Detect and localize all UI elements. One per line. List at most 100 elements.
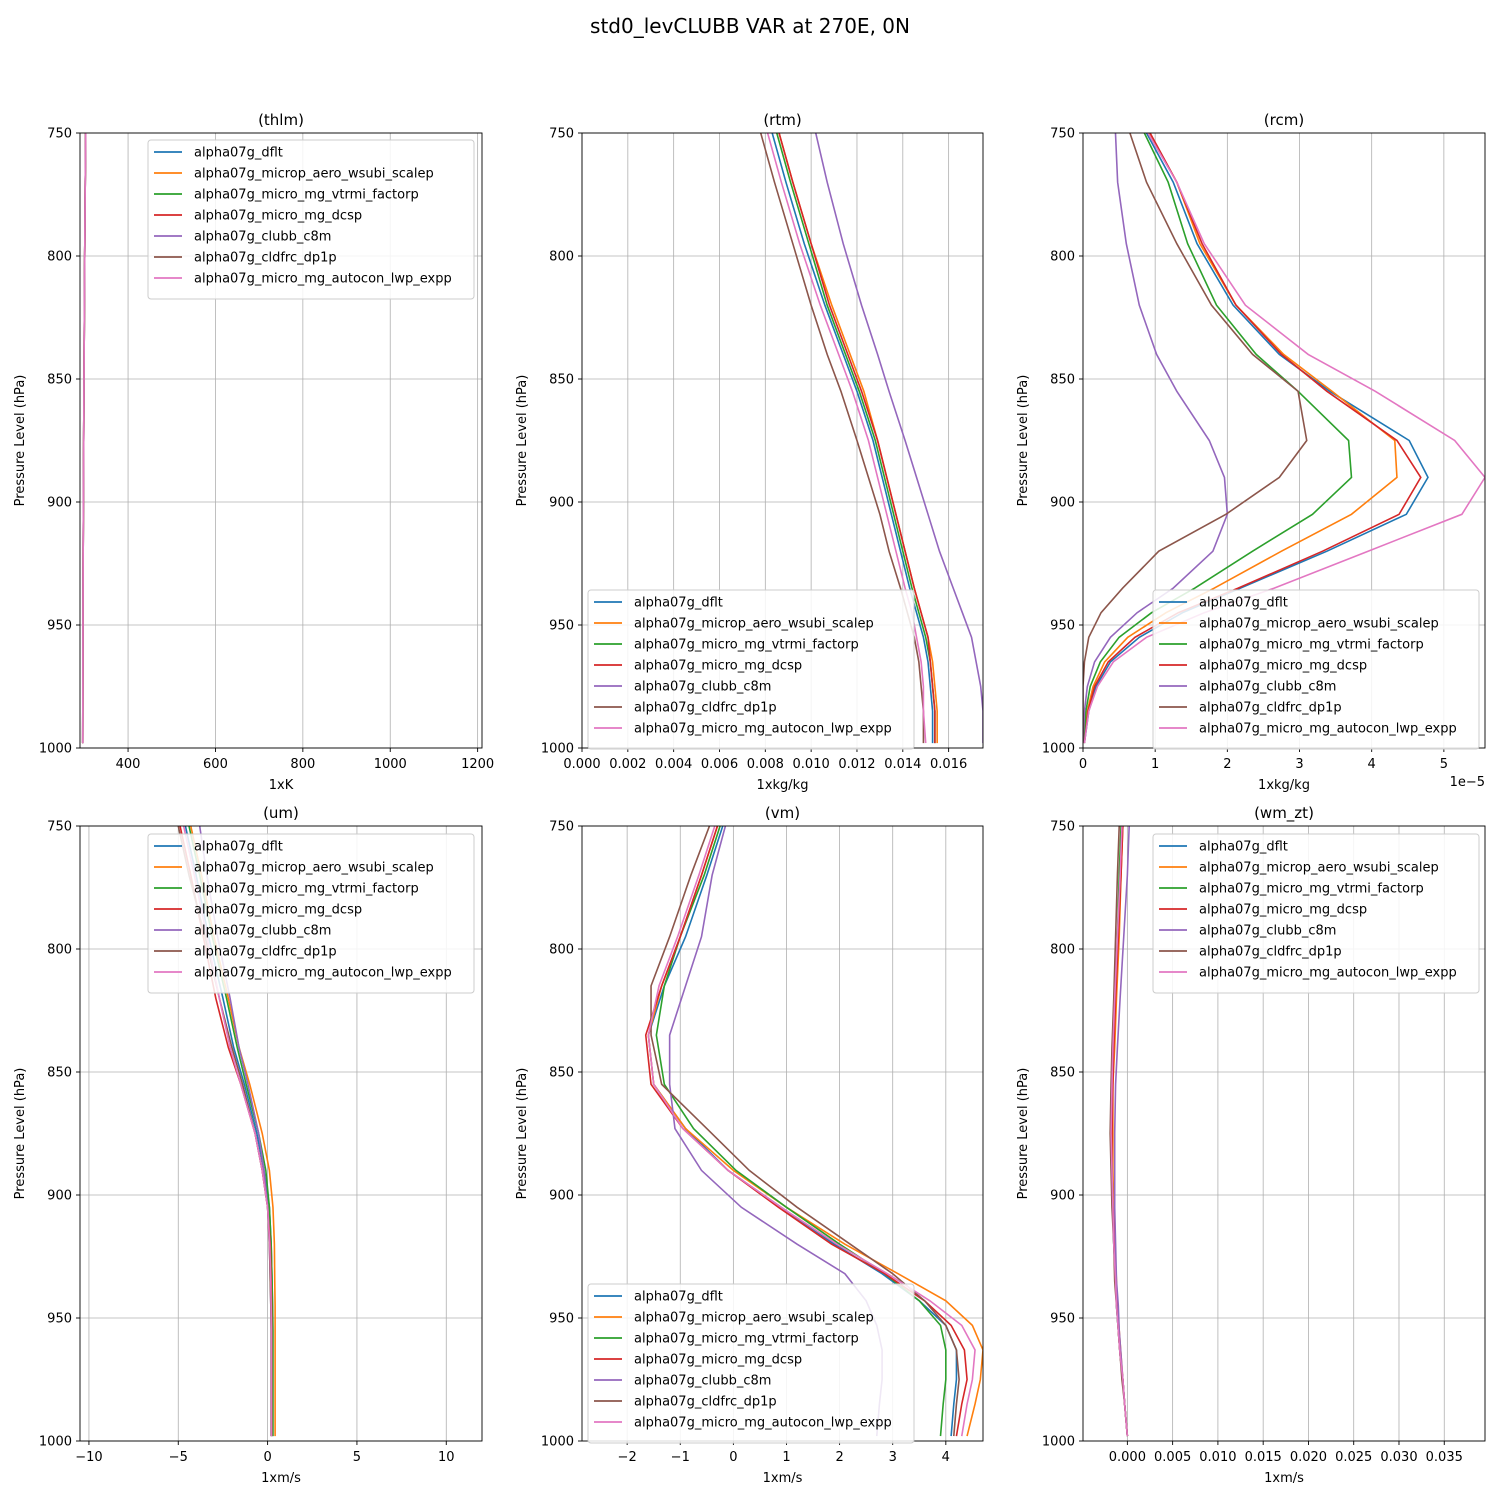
y-tick-label: 850 [1050,373,1075,388]
series-line-alpha07g_clubb_c8m [1083,133,1229,744]
legend-label: alpha07g_micro_mg_vtrmi_factorp [1199,638,1424,653]
legend-label: alpha07g_cldfrc_dp1p [1199,945,1342,960]
panel-title: (um) [263,804,299,822]
legend-label: alpha07g_clubb_c8m [634,680,771,695]
legend-label: alpha07g_micro_mg_vtrmi_factorp [194,882,419,897]
y-axis-label: Pressure Level (hPa) [13,375,28,507]
x-tick-label: 1000 [374,757,407,772]
legend-label: alpha07g_clubb_c8m [194,230,331,245]
panel-2: 0 1 2 3 4 5 750 800 850 900 950 1000 (rcm) 1xkg/kg Pre… [1016,111,1486,793]
legend-label: alpha07g_micro_mg_autocon_lwp_expp [1199,722,1457,737]
y-tick-label: 750 [1050,820,1075,835]
legend-label: alpha07g_clubb_c8m [194,924,331,939]
legend-label: alpha07g_dflt [634,596,723,611]
x-tick-label: 800 [290,757,315,772]
x-axis-label: 1xm/s [763,1471,803,1486]
legend-label: alpha07g_micro_mg_dcsp [634,659,802,674]
y-tick-label: 850 [47,1066,72,1081]
x-axis-label: 1xkg/kg [1258,778,1310,793]
y-tick-label: 800 [47,943,72,958]
x-tick-label: 400 [116,757,141,772]
legend-label: alpha07g_micro_mg_dcsp [1199,903,1367,918]
legend: alpha07g_dflt alpha07g_microp_aero_wsubi_… [587,1283,915,1444]
panel-0: 400 600 800 1000 1200 750 800 850 900 950 1000 (thl… [13,111,494,793]
y-tick-label: 850 [549,1066,574,1081]
x-tick-label: 1 [782,1450,790,1465]
series-line-alpha07g_cldfrc_dp1p [1083,133,1308,744]
x-tick-label: 0.002 [609,757,646,772]
y-tick-label: 900 [47,496,72,511]
legend-label: alpha07g_clubb_c8m [1199,680,1336,695]
panel-title: (thlm) [258,111,304,129]
series-line-alpha07g_cldfrc_dp1p [759,133,925,744]
legend-label: alpha07g_microp_aero_wsubi_scalep [1199,617,1439,632]
panel-1: 0.000 0.002 0.004 0.006 0.008 0.010 0.012 0.014… [515,111,984,793]
x-tick-label: 0.010 [1199,1450,1236,1465]
y-tick-label: 950 [47,1312,72,1327]
series-line-alpha07g_micro_mg_autocon_lwp_expp [1083,133,1485,744]
legend-label: alpha07g_clubb_c8m [1199,924,1336,939]
x-tick-label: −5 [169,1450,188,1465]
y-tick-label: 1000 [541,1435,574,1450]
series-line-alpha07g_clubb_c8m [814,133,983,744]
y-tick-label: 900 [1050,1189,1075,1204]
y-tick-label: 800 [1050,943,1075,958]
x-tick-label: 600 [203,757,228,772]
x-tick-label: 0.012 [838,757,875,772]
legend: alpha07g_dflt alpha07g_microp_aero_wsubi_… [587,589,915,750]
x-tick-label: −10 [75,1450,102,1465]
x-axis-label: 1xK [269,778,294,793]
y-axis-label: Pressure Level (hPa) [515,375,530,507]
legend: alpha07g_dflt alpha07g_microp_aero_wsubi_… [147,139,475,300]
x-tick-label: 0.006 [701,757,738,772]
y-tick-label: 1000 [1042,1435,1075,1450]
legend-label: alpha07g_micro_mg_dcsp [634,1353,802,1368]
y-tick-label: 900 [47,1189,72,1204]
legend-label: alpha07g_microp_aero_wsubi_scalep [634,1311,874,1326]
legend-label: alpha07g_micro_mg_vtrmi_factorp [634,638,859,653]
x-tick-label: 1 [1151,757,1159,772]
x-tick-label: 0 [263,1450,271,1465]
legend-label: alpha07g_microp_aero_wsubi_scalep [1199,861,1439,876]
x-tick-label: 0 [729,1450,737,1465]
legend: alpha07g_dflt alpha07g_microp_aero_wsubi_… [147,833,475,994]
x-tick-label: −2 [618,1450,637,1465]
y-tick-label: 850 [47,373,72,388]
panel-title: (wm_zt) [1254,804,1314,823]
x-tick-label: 0.025 [1335,1450,1372,1465]
y-tick-label: 750 [549,127,574,142]
legend-label: alpha07g_microp_aero_wsubi_scalep [634,617,874,632]
panel-title: (rtm) [763,111,801,129]
series-line-alpha07g_micro_mg_dcsp [778,133,936,744]
y-axis-label: Pressure Level (hPa) [1016,1068,1031,1200]
series-line-alpha07g_micro_mg_autocon_lwp_expp [81,133,87,744]
x-tick-label: 0.005 [1154,1450,1191,1465]
x-tick-label: 2 [835,1450,843,1465]
y-axis-label: Pressure Level (hPa) [1016,375,1031,507]
x-tick-label: −1 [671,1450,690,1465]
series-line-alpha07g_micro_mg_autocon_lwp_expp [766,133,927,744]
x-tick-label: 5 [353,1450,361,1465]
x-tick-label: 4 [942,1450,950,1465]
y-tick-label: 1000 [39,742,72,757]
legend-box [1152,833,1480,994]
y-tick-label: 900 [549,496,574,511]
legend-label: alpha07g_micro_mg_autocon_lwp_expp [194,272,452,287]
legend: alpha07g_dflt alpha07g_microp_aero_wsubi_… [1152,833,1480,994]
legend-label: alpha07g_clubb_c8m [634,1374,771,1389]
x-tick-label: 0.016 [930,757,967,772]
y-tick-label: 1000 [39,1435,72,1450]
legend-label: alpha07g_micro_mg_dcsp [194,209,362,224]
legend-label: alpha07g_dflt [1199,840,1288,855]
x-tick-label: 10 [438,1450,455,1465]
y-tick-label: 950 [1050,1312,1075,1327]
panel-title: (vm) [765,804,800,822]
legend-label: alpha07g_dflt [194,146,283,161]
x-axis-label: 1xkg/kg [757,778,809,793]
x-tick-label: 0.000 [1109,1450,1146,1465]
y-tick-label: 900 [549,1189,574,1204]
legend-box [587,1283,915,1444]
y-tick-label: 800 [549,943,574,958]
legend-box [147,139,475,300]
series-line-alpha07g_cldfrc_dp1p [650,826,960,1437]
